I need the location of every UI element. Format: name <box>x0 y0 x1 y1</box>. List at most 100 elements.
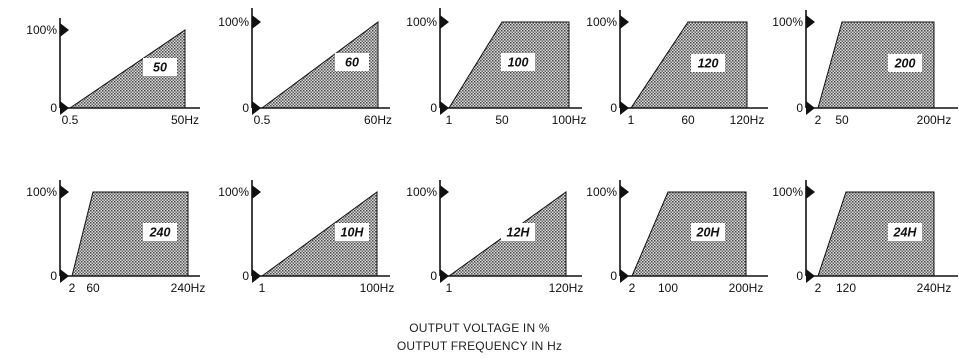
y-zero-marker <box>440 101 449 115</box>
y-label-max: 100% <box>218 15 249 29</box>
x-tick-label: 0.5 <box>62 113 79 127</box>
y-max-marker <box>60 23 69 37</box>
y-label-max: 100% <box>218 185 249 199</box>
y-max-marker <box>806 185 815 199</box>
vf-panel-50: 100% 0 0.5 50Hz 50 <box>26 18 200 127</box>
vf-panel-200: 100% 02 50 200Hz 200 <box>772 10 958 127</box>
y-zero-marker <box>60 269 69 283</box>
x-tick-label: 60 <box>681 113 695 127</box>
caption-frequency: OUTPUT FREQUENCY IN Hz <box>396 339 563 353</box>
caption-voltage: OUTPUT VOLTAGE IN % <box>409 321 550 335</box>
y-label-max: 100% <box>772 185 803 199</box>
x-tick-label: 2 <box>69 281 76 295</box>
y-label-max: 100% <box>586 185 617 199</box>
y-zero-marker <box>806 269 815 283</box>
curve-label: 24H <box>893 226 918 240</box>
y-label-zero: 0 <box>610 269 617 283</box>
curve-label-box <box>501 223 535 241</box>
curve-label-box <box>143 223 177 241</box>
y-max-marker <box>60 185 69 199</box>
y-label-zero: 0 <box>242 101 249 115</box>
vf-panel-20H: 100% 02 100 200Hz 20H <box>586 180 768 295</box>
curve-label: 50 <box>153 61 167 75</box>
curve-label: 200 <box>894 57 916 71</box>
curve-label-box <box>335 53 369 71</box>
curve-label: 60 <box>345 56 359 70</box>
x-tick-label: 100Hz <box>552 113 587 127</box>
x-tick-label: 200Hz <box>917 113 952 127</box>
curve-label-box <box>501 53 535 71</box>
x-tick-label: 2 <box>815 281 822 295</box>
vf-panel-100: 100% 01 50 100Hz 100 <box>406 8 586 127</box>
y-max-marker <box>440 15 449 29</box>
x-tick-label: 1 <box>446 113 453 127</box>
x-tick-label: 1 <box>446 281 453 295</box>
x-tick-label: 100 <box>658 281 678 295</box>
y-label-max: 100% <box>586 15 617 29</box>
x-tick-label: 1 <box>628 113 635 127</box>
x-tick-label: 200Hz <box>729 281 764 295</box>
curve-label: 100 <box>508 56 529 70</box>
y-max-marker <box>620 185 629 199</box>
y-zero-marker <box>620 269 629 283</box>
y-label-zero: 0 <box>430 101 437 115</box>
y-max-marker <box>252 15 261 29</box>
y-zero-marker <box>440 269 449 283</box>
y-label-max: 100% <box>26 23 57 37</box>
vf-panel-24H: 100% 02 120 240Hz 24H <box>772 180 958 295</box>
curve-label: 120 <box>698 57 719 71</box>
y-label-zero: 0 <box>796 269 803 283</box>
y-label-zero: 0 <box>242 269 249 283</box>
curve-label: 12H <box>507 226 531 240</box>
vf-area <box>630 21 748 109</box>
x-tick-label: 120 <box>836 281 856 295</box>
x-tick-label: 1 <box>259 281 266 295</box>
curve-label-box <box>691 223 725 241</box>
x-tick-label: 240Hz <box>917 281 952 295</box>
x-tick-label: 2 <box>815 113 822 127</box>
x-tick-label: 120Hz <box>549 281 584 295</box>
y-max-marker <box>440 185 449 199</box>
x-tick-label: 120Hz <box>730 113 765 127</box>
vf-area <box>631 191 747 277</box>
y-zero-marker <box>806 101 815 115</box>
x-tick-label: 240Hz <box>171 281 206 295</box>
y-label-zero: 0 <box>796 101 803 115</box>
y-label-max: 100% <box>26 185 57 199</box>
curve-label-box <box>691 54 725 72</box>
curve-label-box <box>335 223 369 241</box>
curve-label-box <box>143 58 177 76</box>
curve-label-box <box>888 54 922 72</box>
y-zero-marker <box>252 101 261 115</box>
x-tick-label: 100Hz <box>360 281 395 295</box>
vf-panel-60: 100% 0 0.5 60Hz 60 <box>218 8 392 127</box>
y-label-max: 100% <box>406 15 437 29</box>
curve-label: 10H <box>341 226 365 240</box>
vf-panel-12H: 100% 01 120Hz 12H <box>406 180 583 295</box>
vf-panel-10H: 100% 01 100Hz 10H <box>218 180 394 295</box>
x-tick-label: 60 <box>86 281 100 295</box>
y-label-zero: 0 <box>50 269 57 283</box>
x-tick-label: 60Hz <box>364 113 392 127</box>
x-tick-label: 50 <box>835 113 849 127</box>
y-zero-marker <box>620 101 629 115</box>
curve-label: 20H <box>696 226 721 240</box>
y-label-zero: 0 <box>610 101 617 115</box>
vf-panel-120: 100% 01 60 120Hz 120 <box>586 10 768 127</box>
y-label-zero: 0 <box>50 101 57 115</box>
y-max-marker <box>806 15 815 29</box>
curve-label: 240 <box>149 226 171 240</box>
curve-label-box <box>888 223 922 241</box>
y-max-marker <box>252 185 261 199</box>
y-label-max: 100% <box>772 15 803 29</box>
y-max-marker <box>620 15 629 29</box>
y-zero-marker <box>60 101 69 115</box>
vf-panel-240: 100% 02 60 240Hz 240 <box>26 180 205 295</box>
x-tick-label: 2 <box>629 281 636 295</box>
y-label-zero: 0 <box>430 269 437 283</box>
x-tick-label: 50Hz <box>171 113 199 127</box>
y-label-max: 100% <box>406 185 437 199</box>
x-tick-label: 50 <box>495 113 509 127</box>
y-zero-marker <box>252 269 261 283</box>
